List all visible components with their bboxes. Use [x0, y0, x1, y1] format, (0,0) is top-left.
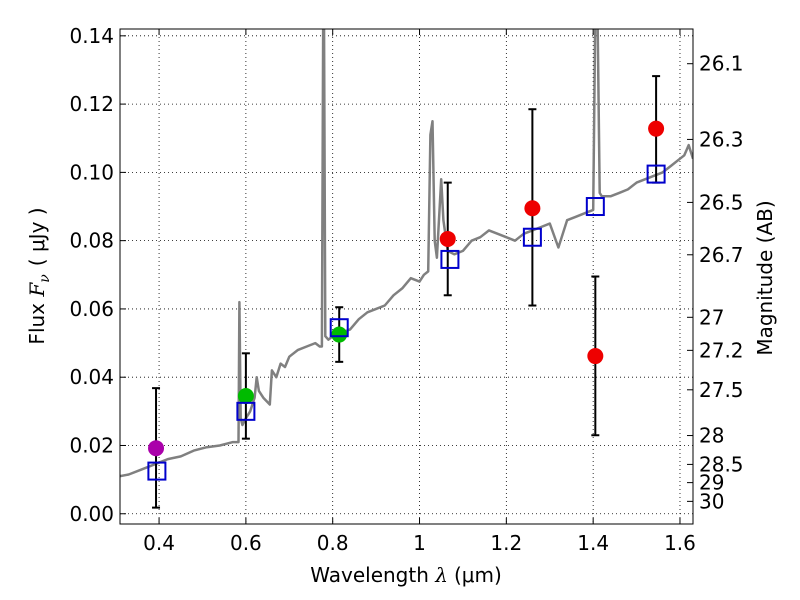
- y-tick-label: 0.10: [69, 160, 114, 184]
- axis-ticks: 0.4 0.6 0.8 1 1.2 1.4 1.6 0.00 0.02 0.04 0.06 0.08 0…: [69, 24, 743, 555]
- mag-tick-label: 26.7: [699, 243, 744, 267]
- model-band-flux-square: [329, 318, 349, 338]
- x-tick-label: 0.8: [317, 531, 349, 555]
- x-tick-label: 1.2: [490, 531, 522, 555]
- x-axis-label-units: (μm): [454, 563, 502, 587]
- model-band-flux-square: [522, 227, 542, 247]
- mag-tick-label: 27: [699, 305, 724, 329]
- y-tick-label: 0.02: [69, 433, 114, 457]
- y-axis-label-units: ( μJy ): [25, 207, 49, 266]
- mag-tick-label: 27.5: [699, 378, 744, 402]
- observed-flux-point: [331, 326, 348, 343]
- plot-series: [120, 29, 693, 509]
- mag-tick-label: 27.2: [699, 338, 744, 362]
- observed-flux-point: [524, 200, 541, 217]
- model-band-flux-square: [585, 197, 605, 217]
- x-tick-label: 1: [413, 531, 426, 555]
- x-tick-label: 0.4: [143, 531, 175, 555]
- observed-flux-point: [148, 440, 165, 457]
- x-tick-label: 1.6: [664, 531, 696, 555]
- model-spectrum-line: [120, 29, 693, 478]
- y-tick-label: 0.00: [69, 502, 114, 526]
- y-tick-label: 0.08: [69, 229, 114, 253]
- mag-tick-label: 26.5: [699, 190, 744, 214]
- y-tick-label: 0.04: [69, 365, 114, 389]
- observed-flux-point: [439, 230, 456, 247]
- mag-tick-label: 29: [699, 471, 724, 495]
- mag-tick-label: 26.3: [699, 127, 744, 151]
- mag-tick-label: 30: [699, 489, 724, 513]
- y-axis-label-subscript: ν: [37, 274, 53, 283]
- plot-background: [120, 29, 693, 524]
- x-axis-label: Wavelength λ (μm): [310, 563, 502, 587]
- mag-tick-label: 28: [699, 424, 724, 448]
- y-axis-label-prefix: Flux: [25, 297, 49, 345]
- x-axis-label-symbol: λ: [434, 563, 448, 587]
- mag-tick-label: 28.5: [699, 452, 744, 476]
- y-axis-label: Flux Fν ( μJy ): [25, 207, 53, 344]
- model-band-flux-square: [440, 249, 460, 269]
- plot-frame: [119, 28, 694, 525]
- observed-flux-point: [237, 387, 254, 404]
- right-axis-label: Magnitude (AB): [753, 200, 777, 355]
- model-band-flux-square: [236, 401, 256, 421]
- model-band-flux-square: [646, 164, 666, 184]
- x-tick-label: 0.6: [230, 531, 262, 555]
- x-axis-label-prefix: Wavelength: [310, 563, 435, 587]
- y-tick-label: 0.12: [69, 92, 114, 116]
- observed-flux-point: [648, 120, 665, 137]
- y-tick-label: 0.06: [69, 297, 114, 321]
- model-band-flux-square: [147, 461, 167, 481]
- mag-tick-label: 26.1: [699, 52, 744, 76]
- observed-flux-point: [587, 348, 604, 365]
- x-tick-label: 1.4: [577, 531, 609, 555]
- y-tick-label: 0.14: [69, 24, 114, 48]
- y-axis-label-symbol: F: [25, 282, 49, 298]
